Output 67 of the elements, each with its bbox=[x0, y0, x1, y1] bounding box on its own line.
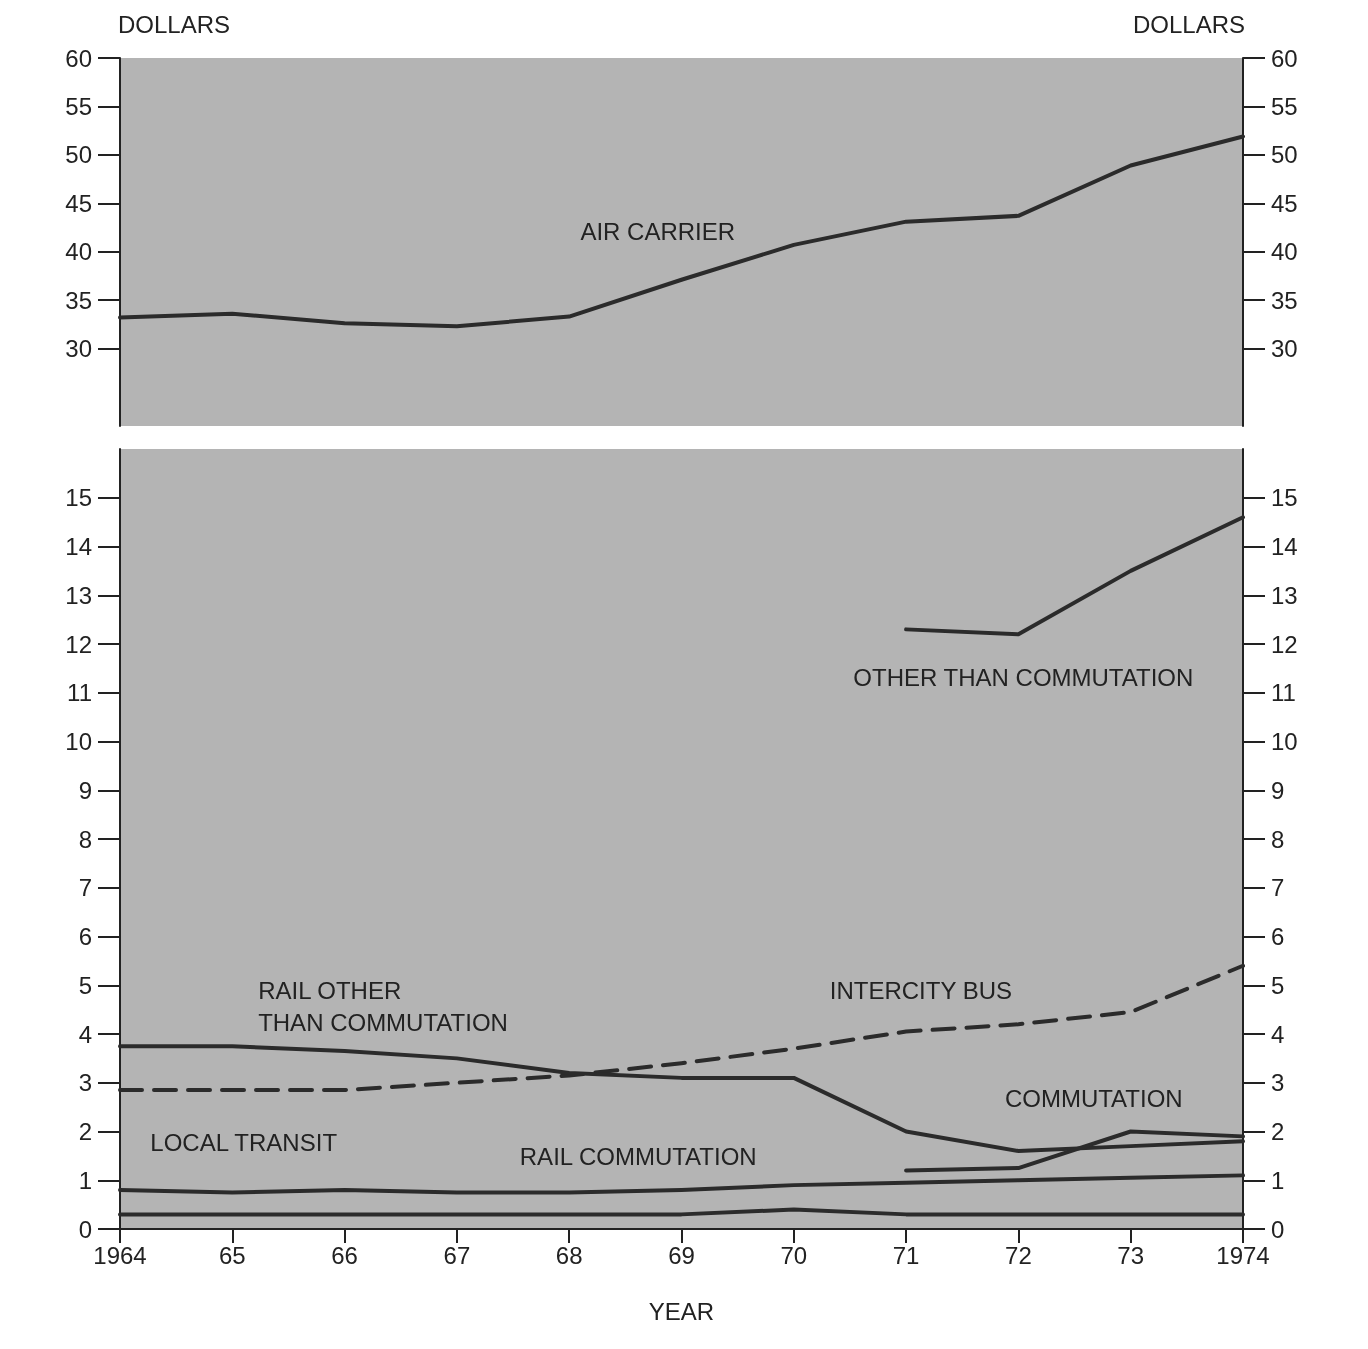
y-tick-label: 1 bbox=[78, 1166, 92, 1194]
y-tick-label: 10 bbox=[65, 728, 92, 755]
y-tick-label: 40 bbox=[65, 238, 92, 266]
y2-tick-label: 5 bbox=[1271, 971, 1285, 999]
y-tick-label: 55 bbox=[65, 92, 92, 120]
y-tick-label: 15 bbox=[65, 484, 92, 512]
y-tick-label: 11 bbox=[67, 679, 92, 707]
x-tick-label: 68 bbox=[555, 1241, 583, 1269]
annotation: LOCAL TRANSIT bbox=[150, 1128, 338, 1156]
y2-tick-label: 9 bbox=[1271, 776, 1285, 804]
y2-tick-label: 8 bbox=[1271, 825, 1285, 853]
x-tick-label: 72 bbox=[1005, 1241, 1032, 1269]
y-tick-label: 13 bbox=[65, 581, 92, 609]
x-tick-label: 71 bbox=[892, 1241, 920, 1269]
annotation: COMMUTATION bbox=[1004, 1084, 1183, 1112]
x-tick-label: 70 bbox=[780, 1241, 808, 1269]
y2-tick-label: 7 bbox=[1271, 874, 1285, 902]
y-tick-label: 7 bbox=[78, 874, 92, 902]
x-tick-label: 73 bbox=[1117, 1241, 1145, 1269]
y2-tick-label: 2 bbox=[1271, 1118, 1285, 1145]
y-tick-label: 30 bbox=[65, 335, 92, 363]
y-tick-label: 9 bbox=[78, 776, 92, 804]
y2-tick-label: 4 bbox=[1271, 1020, 1285, 1048]
y2-tick-label: 0 bbox=[1271, 1215, 1285, 1243]
y-tick-label: 0 bbox=[78, 1215, 92, 1243]
y-tick-label: 3 bbox=[78, 1069, 92, 1097]
y2-tick-label: 30 bbox=[1271, 335, 1298, 363]
x-tick-label: 65 bbox=[218, 1241, 246, 1269]
y-tick-label: 50 bbox=[65, 141, 92, 169]
annotation: RAIL OTHER THAN COMMUTATION bbox=[258, 977, 508, 1037]
x-tick-label: 1964 bbox=[93, 1241, 147, 1269]
y-tick-label: 35 bbox=[65, 286, 92, 314]
y2-axis-title: DOLLARS bbox=[1133, 10, 1246, 38]
y2-tick-label: 13 bbox=[1271, 581, 1298, 609]
annotation: INTERCITY BUS bbox=[829, 977, 1012, 1005]
annotation: OTHER THAN COMMUTATION bbox=[853, 663, 1194, 691]
y-tick-label: 6 bbox=[78, 923, 92, 950]
x-tick-label: 67 bbox=[443, 1241, 471, 1269]
y2-tick-label: 11 bbox=[1271, 679, 1296, 707]
x-tick-label: 69 bbox=[668, 1241, 695, 1269]
y2-tick-label: 15 bbox=[1271, 484, 1298, 512]
y2-tick-label: 50 bbox=[1271, 141, 1298, 169]
y2-tick-label: 12 bbox=[1271, 630, 1298, 658]
y-tick-label: 2 bbox=[78, 1118, 92, 1145]
y2-tick-label: 14 bbox=[1271, 533, 1298, 560]
y2-tick-label: 40 bbox=[1271, 238, 1298, 266]
y-axis-title: DOLLARS bbox=[117, 10, 230, 38]
y2-tick-label: 10 bbox=[1271, 728, 1298, 755]
y2-tick-label: 6 bbox=[1271, 923, 1285, 950]
annotation: RAIL COMMUTATION bbox=[519, 1143, 757, 1171]
x-tick-label: 1974 bbox=[1216, 1241, 1270, 1269]
y-tick-label: 45 bbox=[65, 189, 92, 217]
y-tick-label: 5 bbox=[78, 971, 92, 999]
y2-tick-label: 3 bbox=[1271, 1069, 1285, 1097]
y2-tick-label: 1 bbox=[1271, 1166, 1285, 1194]
y-tick-label: 12 bbox=[65, 630, 92, 658]
y2-tick-label: 45 bbox=[1271, 189, 1298, 217]
y2-tick-label: 55 bbox=[1271, 92, 1298, 120]
y2-tick-label: 60 bbox=[1271, 44, 1298, 72]
y-tick-label: 4 bbox=[78, 1020, 92, 1048]
annotation: AIR CARRIER bbox=[580, 218, 736, 246]
y-tick-label: 60 bbox=[65, 44, 92, 72]
x-tick-label: 66 bbox=[331, 1241, 358, 1269]
x-axis-title: YEAR bbox=[648, 1297, 715, 1325]
y-tick-label: 8 bbox=[78, 825, 92, 853]
y-tick-label: 14 bbox=[65, 533, 92, 560]
y2-tick-label: 35 bbox=[1271, 286, 1298, 314]
